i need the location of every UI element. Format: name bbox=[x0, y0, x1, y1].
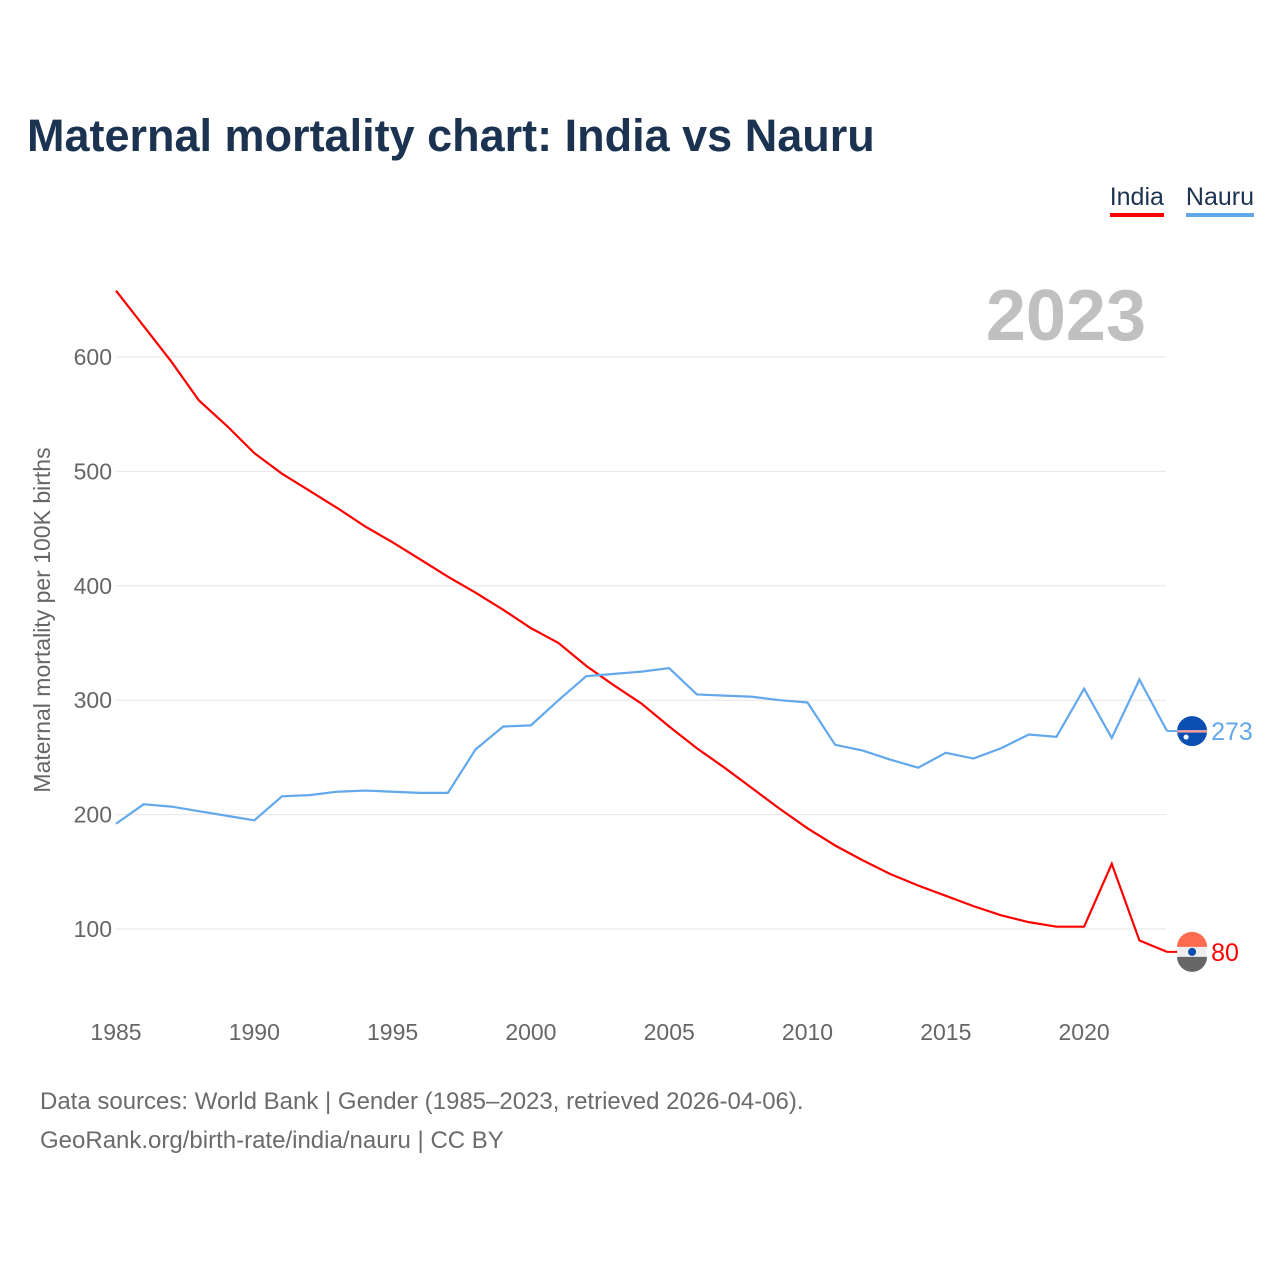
y-tick-label: 100 bbox=[74, 916, 112, 942]
y-axis-label: Maternal mortality per 100K births bbox=[29, 447, 55, 792]
x-tick-label: 2015 bbox=[920, 1019, 971, 1045]
x-tick-label: 1995 bbox=[367, 1019, 418, 1045]
series-line-india bbox=[115, 289, 1168, 953]
end-value-label-india: 80 bbox=[1211, 939, 1239, 967]
end-value-label-nauru: 273 bbox=[1211, 718, 1253, 746]
y-tick-label: 200 bbox=[74, 802, 112, 828]
x-tick-label: 2005 bbox=[644, 1019, 695, 1045]
chart-title: Maternal mortality chart: India vs Nauru bbox=[27, 110, 875, 161]
flag-stripe bbox=[1177, 730, 1208, 733]
x-tick-label: 1990 bbox=[229, 1019, 280, 1045]
flag-star bbox=[1183, 734, 1189, 740]
y-tick-label: 600 bbox=[74, 344, 112, 370]
y-tick-label: 300 bbox=[74, 687, 112, 713]
legend-nauru[interactable]: Nauru bbox=[1185, 183, 1254, 217]
legend: India Nauru bbox=[1109, 183, 1254, 217]
flag-stripe bbox=[1177, 956, 1208, 972]
y-tick-label: 400 bbox=[74, 573, 112, 599]
x-tick-label: 2020 bbox=[1059, 1019, 1110, 1045]
footer-link[interactable]: GeoRank.org/birth-rate/india/nauru | CC … bbox=[40, 1127, 504, 1154]
footer-sources: Data sources: World Bank | Gender (1985–… bbox=[40, 1088, 804, 1115]
x-tick-label: 1985 bbox=[90, 1019, 141, 1045]
y-tick-label: 500 bbox=[74, 458, 112, 484]
year-label: 2023 bbox=[986, 276, 1146, 356]
legend-india[interactable]: India bbox=[1109, 183, 1164, 217]
x-tick-label: 2010 bbox=[782, 1019, 833, 1045]
flag-chakra bbox=[1188, 947, 1197, 956]
flag-stripe bbox=[1177, 931, 1208, 947]
x-tick-label: 2000 bbox=[505, 1019, 556, 1045]
series-line-nauru bbox=[115, 667, 1169, 825]
